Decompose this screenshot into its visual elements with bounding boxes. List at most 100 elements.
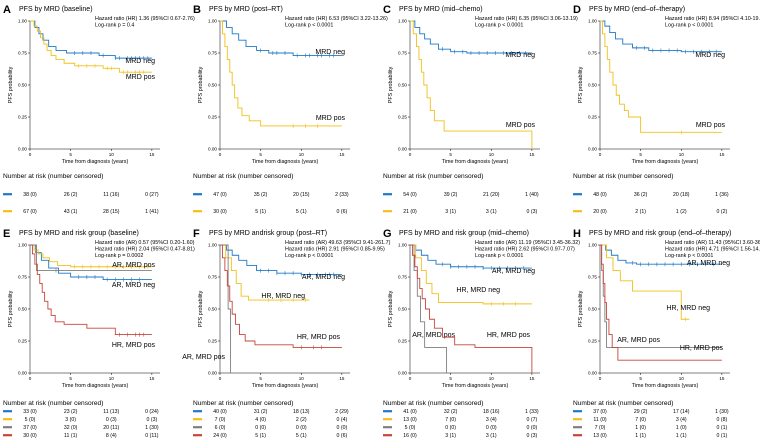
km-curve-ar-mrd-pos: [220, 244, 232, 374]
curve-label: HR, MRD neg: [456, 287, 500, 294]
y-tick-label: 0.75: [398, 51, 407, 56]
panel-title: PFS by MRD (baseline): [19, 6, 93, 13]
km-curve-hr-mrd-neg: [30, 244, 152, 272]
risk-table-cell: 36 (2): [634, 192, 648, 198]
y-tick-label: 0.25: [208, 115, 217, 120]
curve-label: MRD neg: [125, 58, 155, 65]
panel-d: D PFS by MRD (end–of–therapy) Hazard ratio…: [573, 4, 760, 215]
risk-table-cell: 3 (1): [445, 433, 456, 439]
x-tick-label: 15: [719, 376, 725, 381]
x-tick-label: 5: [69, 376, 72, 381]
panel-letter: G: [383, 228, 392, 240]
risk-table-title: Number at risk (number censored): [193, 400, 293, 407]
km-curve-mrd-pos: [600, 20, 722, 133]
y-tick-label: 0.75: [18, 275, 27, 280]
panel-annotation: Hazard ratio (HR) 8.94 (95%CI 4.10-19.49…: [665, 16, 760, 22]
curve-label: HR, MRD pos: [487, 332, 531, 339]
risk-table-cell: 4 (0): [255, 417, 266, 423]
risk-table-cell: 5 (0): [25, 417, 36, 423]
risk-table-cell: 31 (2): [254, 409, 268, 415]
x-axis-label: Time from diagnosis (years): [442, 383, 509, 389]
y-tick-label: 0.50: [18, 83, 27, 88]
risk-table-cell: 0 (1): [717, 425, 728, 431]
curve-label: AR, MRD neg: [492, 268, 535, 275]
x-tick-label: 15: [339, 376, 345, 381]
risk-table-cell: 11 (16): [103, 192, 119, 198]
x-tick-label: 0: [29, 376, 32, 381]
y-tick-label: 0.00: [398, 371, 407, 376]
risk-table-cell: 5 (1): [296, 433, 307, 439]
y-tick-label: 1.00: [588, 243, 597, 248]
risk-table-cell: 7 (0): [635, 417, 646, 423]
curve-label: HR, MRD neg: [666, 305, 710, 312]
risk-table-cell: 26 (2): [64, 192, 78, 198]
panel-annotation: Hazard ratio (HR) 2.62 (95%CI 0.97-7.07): [475, 247, 575, 253]
risk-table-cell: 16 (0): [403, 433, 417, 439]
x-tick-label: 5: [639, 376, 642, 381]
panel-a: A PFS by MRD (baseline)Hazard ratio (HR) …: [3, 4, 195, 215]
risk-table-title: Number at risk (number censored): [3, 400, 103, 407]
x-tick-label: 5: [639, 152, 642, 157]
x-tick-label: 0: [29, 152, 32, 157]
x-tick-label: 10: [109, 376, 115, 381]
curve-label: AR, MRD pos: [617, 337, 660, 344]
panel-annotation: Hazard ratio (AR) 0.57 (95%CI 0.20-1.60): [95, 240, 195, 246]
x-axis-label: Time from diagnosis (years): [62, 383, 129, 389]
risk-table-cell: 67 (0): [23, 209, 37, 215]
panel-letter: F: [193, 228, 200, 240]
km-curve-ar-mrd-neg: [220, 244, 342, 275]
risk-table-title: Number at risk (number censored): [573, 400, 673, 407]
curve-label: AR, MRD neg: [112, 282, 155, 289]
risk-table-cell: 0 (7): [527, 417, 538, 423]
km-curve-mrd-pos: [410, 20, 533, 149]
risk-table-cell: 1 (36): [715, 192, 729, 198]
x-tick-label: 0: [599, 376, 602, 381]
x-axis-label: Time from diagnosis (years): [252, 159, 319, 165]
panel-title: PFS by MRD (mid–chemo): [399, 6, 483, 13]
y-axis-label: PFS probability: [198, 290, 204, 327]
panel-annotation: Hazard ratio (HR) 1.36 (95%CI 0.67-2.76): [95, 16, 195, 22]
y-tick-label: 0.00: [398, 147, 407, 152]
risk-table-cell: 0 (8): [717, 417, 728, 423]
risk-table-cell: 0 (3): [527, 209, 538, 215]
risk-table-title: Number at risk (number censored): [573, 173, 673, 180]
km-curve-mrd-neg: [600, 20, 722, 53]
panel-e: E PFS by MRD and risk group (baseline) Haz…: [3, 228, 195, 439]
risk-table-cell: 11 (0): [593, 417, 606, 423]
panel-c: C PFS by MRD (mid–chemo) Hazard ratio (HR)…: [383, 4, 578, 215]
risk-table-cell: 37 (0): [23, 425, 37, 431]
km-curve-hr-mrd-pos: [410, 244, 533, 373]
panel-annotation: Log-rank p = 0.4: [95, 23, 134, 29]
risk-table-title: Number at risk (number censored): [3, 173, 103, 180]
risk-table-cell: 1 (0): [676, 425, 687, 431]
risk-table-cell: 13 (0): [593, 433, 607, 439]
x-tick-label: 10: [679, 152, 685, 157]
panel-title: PFS by MRD (end–of–therapy): [589, 6, 685, 13]
x-axis-label: Time from diagnosis (years): [252, 383, 319, 389]
panel-b: B PFS by MRD (post–RT)Hazard ratio (HR) 6…: [193, 4, 388, 215]
curve-label: AR, MRD neg: [687, 260, 730, 267]
risk-table-cell: 17 (14): [673, 409, 690, 415]
y-tick-label: 0.50: [398, 307, 407, 312]
y-tick-label: 0.50: [398, 83, 407, 88]
panel-annotation: Log-rank p < 0.0001: [285, 23, 333, 29]
risk-table-cell: 47 (0): [213, 192, 227, 198]
risk-table-cell: 0 (4): [337, 417, 348, 423]
risk-table-cell: 1 (1): [635, 433, 646, 439]
y-tick-label: 0.25: [18, 339, 27, 344]
km-curve-ar-mrd-pos: [410, 244, 448, 373]
risk-table-cell: 3 (1): [445, 209, 456, 215]
risk-table-cell: 20 (15): [293, 192, 310, 198]
y-tick-label: 0.75: [398, 275, 407, 280]
y-tick-label: 1.00: [208, 243, 217, 248]
km-curve-mrd-pos: [30, 20, 152, 73]
risk-table-cell: 0 (0): [486, 425, 497, 431]
panel-annotation: Hazard ratio (HR) 2.91 (95%CI 0.85-9.95): [285, 247, 385, 253]
y-tick-label: 0.50: [588, 83, 597, 88]
risk-table-cell: 24 (0): [213, 433, 227, 439]
panel-annotation: Hazard ratio (AR) 11.43 (95%CI 3.60-36.3…: [665, 240, 760, 246]
x-tick-label: 0: [219, 376, 222, 381]
risk-table-cell: 48 (0): [593, 192, 607, 198]
km-curve-mrd-neg: [410, 20, 532, 54]
risk-table-cell: 6 (0): [215, 425, 226, 431]
